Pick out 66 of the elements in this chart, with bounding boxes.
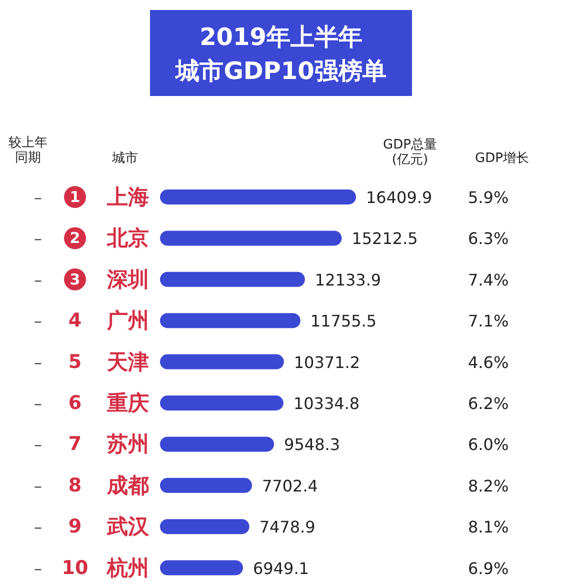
text: 6.2% bbox=[468, 394, 509, 412]
text: – bbox=[34, 311, 42, 330]
text: 4.6% bbox=[468, 352, 509, 372]
text: – bbox=[34, 394, 42, 412]
text: 10 bbox=[62, 556, 88, 579]
chart-title: 2019年上半年 bbox=[200, 22, 362, 51]
text: 8.2% bbox=[468, 476, 509, 495]
bar bbox=[160, 354, 284, 370]
text: 2 bbox=[70, 229, 80, 248]
text: – bbox=[34, 476, 42, 495]
text: 7.1% bbox=[468, 311, 509, 330]
text: 6 bbox=[68, 392, 82, 414]
bar bbox=[160, 313, 300, 328]
data-label: 16409.9 bbox=[366, 188, 432, 206]
y-tick-label: 杭州 bbox=[106, 556, 149, 580]
data-label: 15212.5 bbox=[352, 228, 418, 248]
y-tick-label: 重庆 bbox=[106, 391, 149, 415]
y-tick-label: 武汉 bbox=[106, 514, 150, 539]
bar bbox=[160, 436, 274, 452]
chart-subtitle: 城市GDP10强榜单 bbox=[174, 56, 386, 85]
text: – bbox=[34, 434, 42, 454]
text: 9 bbox=[68, 516, 82, 538]
y-axis-title: 城市 bbox=[111, 150, 138, 166]
y-tick-label: 成都 bbox=[106, 473, 149, 498]
text: 3 bbox=[70, 270, 80, 288]
text: GDP总量(亿元) bbox=[383, 137, 437, 168]
data-label: 6949.1 bbox=[253, 558, 309, 578]
text: 5.9% bbox=[468, 188, 509, 206]
text: 5 bbox=[68, 350, 82, 373]
text: – bbox=[34, 352, 42, 372]
text: – bbox=[34, 270, 42, 289]
data-label: 9548.3 bbox=[284, 434, 340, 454]
text: 7 bbox=[68, 433, 82, 456]
data-label: 7702.4 bbox=[262, 476, 318, 495]
text: 7.4% bbox=[468, 270, 509, 289]
data-label: 12133.9 bbox=[314, 270, 382, 289]
bar bbox=[160, 190, 356, 204]
bar bbox=[160, 478, 252, 493]
text: 6.3% bbox=[468, 228, 509, 248]
data-label: 10334.8 bbox=[293, 394, 360, 412]
text: – bbox=[34, 558, 42, 578]
text: 6.9% bbox=[468, 558, 509, 578]
text: 1 bbox=[70, 188, 80, 206]
text: – bbox=[34, 228, 42, 248]
text: 6.0% bbox=[468, 434, 509, 454]
data-label: 11755.5 bbox=[310, 311, 377, 330]
bar bbox=[160, 272, 305, 287]
y-tick-label: 深圳 bbox=[106, 267, 149, 292]
text: 8.1% bbox=[468, 517, 509, 536]
data-label: 10371.2 bbox=[294, 352, 360, 372]
text: 4 bbox=[68, 310, 82, 332]
bar bbox=[160, 230, 342, 246]
text: – bbox=[34, 188, 42, 206]
y-tick-label: 上海 bbox=[106, 185, 149, 209]
text: GDP增长 bbox=[475, 150, 529, 166]
text: 8 bbox=[68, 474, 82, 496]
y-tick-label: 广州 bbox=[106, 308, 149, 333]
data-label: 7478.9 bbox=[259, 517, 316, 536]
bar bbox=[160, 519, 250, 534]
y-tick-label: 北京 bbox=[106, 226, 149, 250]
y-tick-label: 苏州 bbox=[106, 432, 149, 456]
text: 较上年同期 bbox=[8, 135, 48, 166]
text: – bbox=[34, 517, 42, 536]
y-tick-label: 天津 bbox=[106, 350, 149, 374]
bar bbox=[160, 396, 284, 410]
bar bbox=[160, 560, 243, 576]
